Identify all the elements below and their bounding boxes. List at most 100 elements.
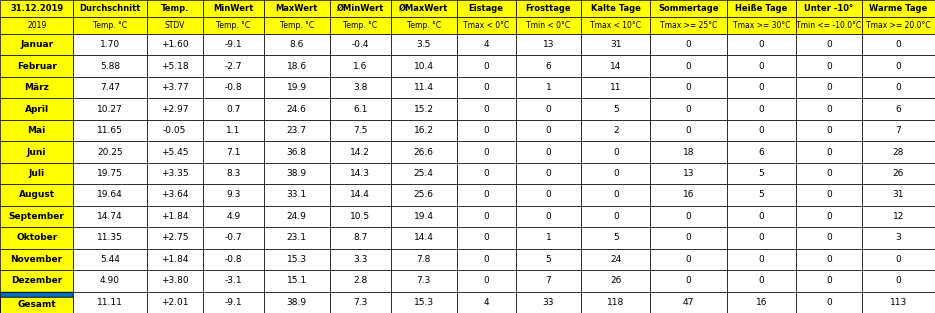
Bar [727,249,796,270]
Text: 0: 0 [826,83,831,92]
Text: 1: 1 [546,233,552,242]
Bar [147,98,203,120]
Text: 15.1: 15.1 [287,276,307,285]
Text: 0: 0 [685,105,692,114]
Text: 0: 0 [826,233,831,242]
Text: 5: 5 [613,233,619,242]
Bar [0,291,73,313]
Bar [203,141,264,163]
Bar [456,184,516,206]
Bar [391,184,456,206]
Text: 26: 26 [611,276,622,285]
Text: -0.8: -0.8 [224,83,242,92]
Text: 0: 0 [685,212,692,221]
Text: +2.75: +2.75 [161,233,188,242]
Bar [73,17,147,34]
Text: 0: 0 [483,233,489,242]
Bar [456,227,516,249]
Bar [329,249,391,270]
Text: 0: 0 [896,255,901,264]
Bar [147,184,203,206]
Text: 4: 4 [483,40,489,49]
Text: 0: 0 [826,62,831,71]
Bar [73,249,147,270]
Bar [391,55,456,77]
Bar [862,17,935,34]
Text: 3.3: 3.3 [353,255,367,264]
Bar [329,55,391,77]
Text: 0: 0 [896,83,901,92]
Bar [147,141,203,163]
Bar [582,163,651,184]
Text: 0: 0 [826,147,831,156]
Bar [329,77,391,98]
Text: Mai: Mai [27,126,46,135]
Bar [796,77,862,98]
Text: 0: 0 [546,126,552,135]
Text: 0: 0 [685,255,692,264]
Bar [796,291,862,313]
Bar [727,141,796,163]
Text: 0: 0 [685,233,692,242]
Text: 2.8: 2.8 [353,276,367,285]
Bar [862,163,935,184]
Bar [391,77,456,98]
Bar [264,98,329,120]
Bar [0,296,73,313]
Bar [516,98,582,120]
Bar [516,0,582,17]
Bar [862,249,935,270]
Bar [516,120,582,141]
Bar [727,77,796,98]
Bar [147,120,203,141]
Bar [727,291,796,313]
Bar [796,17,862,34]
Bar [582,270,651,291]
Text: Temp. °C: Temp. °C [407,21,440,30]
Text: -0.8: -0.8 [224,255,242,264]
Text: 3.5: 3.5 [416,40,431,49]
Text: 3: 3 [896,233,901,242]
Text: 6: 6 [758,147,764,156]
Bar [727,0,796,17]
Bar [147,34,203,55]
Bar [329,270,391,291]
Bar [329,17,391,34]
Bar [391,206,456,227]
Text: +3.80: +3.80 [161,276,189,285]
Bar [147,249,203,270]
Bar [203,98,264,120]
Bar [391,163,456,184]
Text: 0: 0 [758,126,764,135]
Text: Kalte Tage: Kalte Tage [591,4,640,13]
Text: 28: 28 [893,147,904,156]
Bar [203,77,264,98]
Bar [651,77,727,98]
Text: Tmax >= 25°C: Tmax >= 25°C [660,21,717,30]
Bar [264,120,329,141]
Text: März: März [24,83,49,92]
Bar [203,291,264,313]
Text: 1.6: 1.6 [353,62,367,71]
Bar [203,0,264,17]
Bar [651,34,727,55]
Text: 5.44: 5.44 [100,255,120,264]
Bar [516,291,582,313]
Bar [862,227,935,249]
Text: 0: 0 [826,40,831,49]
Bar [147,55,203,77]
Text: 12: 12 [893,212,904,221]
Text: 14.4: 14.4 [414,233,434,242]
Bar [651,17,727,34]
Bar [651,141,727,163]
Text: 7.3: 7.3 [353,298,367,307]
Bar [582,206,651,227]
Bar [264,227,329,249]
Text: 0.7: 0.7 [226,105,240,114]
Text: Temp. °C: Temp. °C [280,21,314,30]
Text: Tmin < 0°C: Tmin < 0°C [526,21,570,30]
Text: 31.12.2019: 31.12.2019 [10,4,64,13]
Bar [264,17,329,34]
Text: 5: 5 [758,169,764,178]
Text: 5.88: 5.88 [100,62,120,71]
